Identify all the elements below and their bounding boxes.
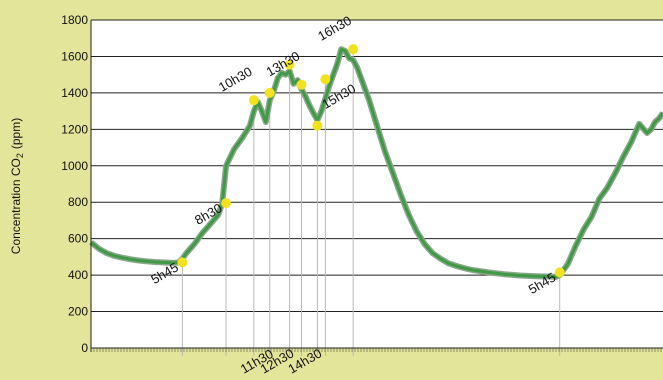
annotation-marker [554, 267, 565, 278]
y-tick-label: 200 [68, 305, 88, 319]
grid-lines [91, 19, 663, 349]
y-axis-label: Concentration CO2 (ppm) [9, 118, 25, 254]
y-tick-label: 1800 [61, 13, 88, 27]
axes [90, 20, 663, 352]
annotation-marker [296, 79, 307, 90]
y-tick-labels: 0 200 400 600 800 1000 1200 1400 1600 1800 [61, 13, 88, 355]
annotation-marker [248, 95, 259, 106]
y-tick-label: 600 [68, 232, 88, 246]
plot-area [91, 20, 663, 348]
y-tick-label: 800 [68, 195, 88, 209]
annotation-marker [284, 59, 295, 70]
y-tick-label: 1400 [61, 86, 88, 100]
y-axis-label-main: Concentration CO [9, 158, 23, 254]
annotation-marker [221, 198, 232, 209]
annotation-marker [348, 44, 359, 55]
y-axis-label-unit: (ppm) [9, 118, 23, 149]
y-tick-label: 1200 [61, 122, 88, 136]
y-tick-label: 400 [68, 268, 88, 282]
y-tick-label: 1000 [61, 159, 88, 173]
annotation-marker [264, 87, 275, 98]
annotation-marker [177, 257, 188, 268]
annotation-guides [181, 49, 561, 356]
y-tick-label: 1600 [61, 49, 88, 63]
annotation-marker [312, 120, 323, 131]
y-tick-label: 0 [81, 341, 88, 355]
annotation-marker [320, 74, 331, 85]
y-axis-label-subscript: 2 [15, 153, 25, 158]
